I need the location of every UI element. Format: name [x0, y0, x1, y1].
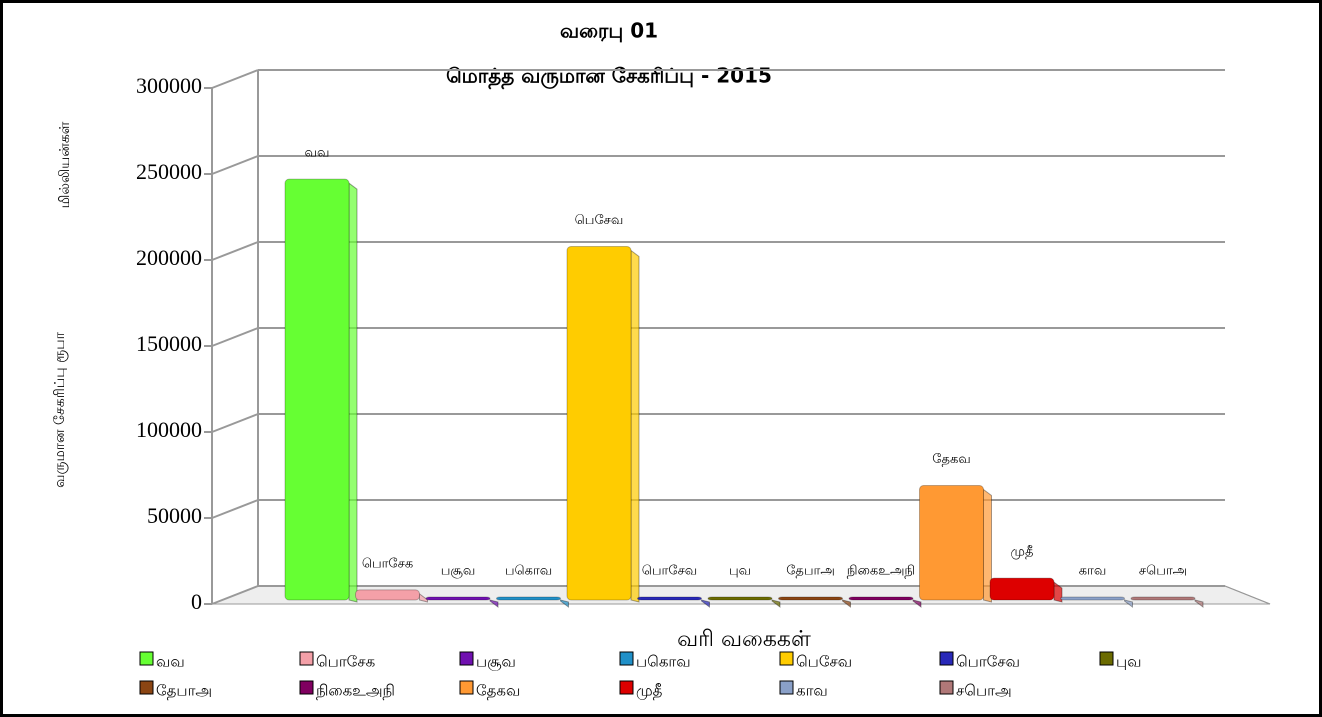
wall-line: [211, 413, 259, 433]
x-axis-label: வரி வகைகள்: [677, 627, 811, 652]
legend-label: பொசேக: [316, 653, 375, 671]
legend-label: பெசேவ: [796, 653, 852, 671]
bar-side: [701, 599, 710, 608]
bar: [919, 485, 984, 601]
legend-swatch: [779, 651, 794, 666]
data-label: வவ: [305, 146, 330, 161]
bar: [1130, 596, 1196, 601]
bar-side: [842, 599, 851, 608]
bar-side: [560, 599, 569, 608]
legend-label: பசூவ: [476, 653, 516, 672]
y-tick-label: 50000: [147, 503, 202, 528]
legend-swatch: [619, 680, 634, 695]
data-label: புவ: [729, 564, 751, 579]
y-tick-label: 200000: [136, 245, 202, 270]
bar: [425, 596, 491, 601]
bar: [1060, 596, 1125, 601]
bar: [284, 178, 350, 601]
y-tick-label: 150000: [136, 331, 202, 356]
bar: [355, 589, 420, 601]
y-axis-label: வருமான சேகரிப்பு ரூபா: [52, 331, 68, 488]
data-label: பொசேவ: [642, 564, 697, 579]
wall-line: [211, 499, 259, 519]
legend-label: தேபாஅ: [156, 682, 212, 700]
legend-swatch: [1099, 651, 1114, 666]
legend-label: சபொஅ: [956, 682, 1012, 700]
legend-swatch: [299, 680, 314, 695]
bar-side: [912, 599, 922, 608]
legend-label: தேகவ: [476, 682, 520, 700]
bar: [707, 596, 773, 601]
legend-swatch: [619, 651, 634, 666]
bar: [496, 596, 561, 601]
y-tick-label: 0: [191, 589, 202, 614]
y-tick-label: 100000: [136, 417, 202, 442]
bar-side: [1194, 599, 1204, 608]
legend-swatch: [459, 680, 474, 695]
data-label: முதீ: [1011, 545, 1034, 560]
bar-side: [489, 599, 499, 608]
y-axis-label: மில்லியன்கள்: [57, 121, 73, 208]
legend-label: முதீ: [636, 682, 663, 700]
wall-line: [211, 69, 259, 89]
data-label: தேகவ: [932, 452, 970, 467]
bar: [989, 577, 1055, 601]
data-label: பசூவ: [441, 564, 476, 579]
data-label: பகொவ: [505, 564, 552, 579]
chart-title: வரைபு 01: [560, 19, 658, 43]
legend-swatch: [299, 651, 314, 666]
right-edge: [1224, 585, 1271, 605]
legend-swatch: [779, 680, 794, 695]
wall-line: [211, 327, 259, 347]
bar-side: [419, 592, 428, 603]
data-label: தேபாஅ: [786, 564, 835, 579]
wall-line: [211, 585, 259, 605]
wall-line: [211, 155, 259, 175]
legend-swatch: [939, 651, 954, 666]
wall-line: [211, 241, 259, 261]
bar-side: [1124, 599, 1133, 608]
data-label: காவ: [1079, 564, 1107, 579]
y-tick-label: 250000: [136, 159, 202, 184]
chart-subtitle: மொத்த வருமான சேகரிப்பு - 2015: [446, 64, 772, 90]
legend-swatch: [139, 680, 154, 695]
bar: [566, 246, 632, 601]
bar: [848, 596, 914, 601]
legend-label: காவ: [796, 682, 828, 700]
legend-swatch: [459, 651, 474, 666]
bar-side: [348, 182, 358, 603]
bar-side: [630, 249, 640, 603]
bar: [637, 596, 702, 601]
y-tick-label: 300000: [136, 73, 202, 98]
legend-label: பகொவ: [636, 653, 691, 671]
legend-swatch: [139, 651, 154, 666]
data-label: சபொஅ: [1139, 564, 1187, 579]
data-label: பொசேக: [362, 556, 413, 571]
data-label: பெசேவ: [575, 213, 624, 228]
legend-label: பொசேவ: [956, 653, 1020, 671]
legend-label: வவ: [156, 653, 185, 671]
legend-swatch: [939, 680, 954, 695]
bar-side: [771, 599, 781, 608]
legend-label: புவ: [1116, 653, 1142, 671]
legend-label: நிகைஉஅநி: [316, 682, 395, 700]
bar: [778, 596, 843, 601]
data-label: நிகைஉஅநி: [847, 564, 915, 579]
